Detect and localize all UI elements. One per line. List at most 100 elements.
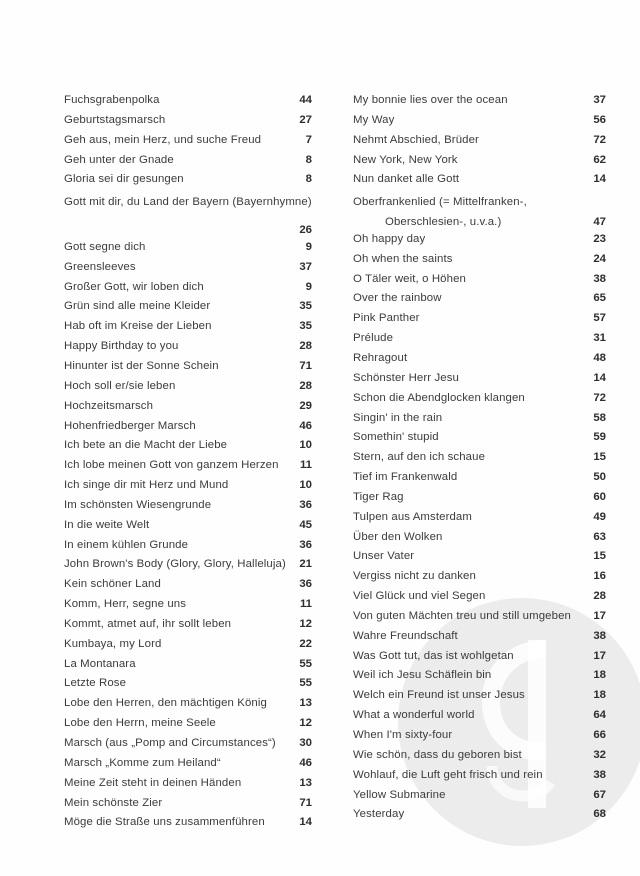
index-entry[interactable]: Hoch soll er/sie leben 28 (64, 380, 312, 400)
index-entry[interactable]: My bonnie lies over the ocean 37 (353, 94, 606, 114)
index-entry[interactable]: Yesterday 68 (353, 808, 606, 828)
entry-page-number: 38 (593, 272, 606, 285)
index-entry[interactable]: My Way 56 (353, 114, 606, 134)
index-entry[interactable]: Wohlauf, die Luft geht frisch und rein 38 (353, 769, 606, 789)
index-entry[interactable]: Unser Vater 15 (353, 550, 606, 570)
index-entry[interactable]: Weil ich Jesu Schäflein bin 18 (353, 669, 606, 689)
entry-title: Oberfrankenlied (= Mittelfranken-, (353, 196, 527, 209)
index-entry[interactable]: Viel Glück und viel Segen 28 (353, 590, 606, 610)
entry-page-number: 36 (299, 498, 312, 511)
index-column-left: Fuchsgrabenpolka 44 Geburtstagsmarsch 27 Geh… (64, 94, 312, 836)
index-entry[interactable]: Geburtstagsmarsch 27 (64, 114, 312, 134)
entry-title: In einem kühlen Grunde (64, 538, 189, 551)
index-entry[interactable]: La Montanara 55 (64, 658, 312, 678)
index-entry[interactable]: Tief im Frankenwald 50 (353, 471, 606, 491)
entry-title: Gott segne dich (64, 240, 146, 253)
index-entry[interactable]: Oh when the saints 24 (353, 253, 606, 273)
index-entry[interactable]: Schönster Herr Jesu 14 (353, 372, 606, 392)
index-entry[interactable]: Über den Wolken 63 (353, 531, 606, 551)
index-entry[interactable]: Möge die Straße uns zusammenführen 14 (64, 816, 312, 836)
index-entry[interactable]: Nun danket alle Gott 14 (353, 173, 606, 193)
entry-page-number: 38 (593, 629, 606, 642)
index-entry[interactable]: Oh happy day 23 (353, 233, 606, 253)
entry-title: Yesterday (353, 808, 405, 821)
entry-page-number: 9 (305, 240, 312, 253)
index-entry[interactable]: Von guten Mächten treu und still umgeben… (353, 610, 606, 630)
index-entry[interactable]: Rehragout 48 (353, 352, 606, 372)
index-entry[interactable]: Wie schön, dass du geboren bist 32 (353, 749, 606, 769)
index-entry[interactable]: Hinunter ist der Sonne Schein 71 (64, 360, 312, 380)
index-entry[interactable]: Tulpen aus Amsterdam 49 (353, 511, 606, 531)
index-entry[interactable]: Happy Birthday to you 28 (64, 340, 312, 360)
entry-page-number: 67 (593, 788, 606, 801)
index-entry[interactable]: Nehmt Abschied, Brüder 72 (353, 134, 606, 154)
index-entry[interactable]: When I'm sixty-four 66 (353, 729, 606, 749)
index-entry[interactable]: Somethin' stupid 59 (353, 431, 606, 451)
index-entry[interactable]: Komm, Herr, segne uns 11 (64, 598, 312, 618)
index-entry[interactable]: Wahre Freundschaft 38 (353, 630, 606, 650)
index-entry[interactable]: Greensleeves 37 (64, 261, 312, 281)
index-entry[interactable]: Gott mit dir, du Land der Bayern (Bayern… (64, 193, 312, 236)
entry-title: Letzte Rose (64, 677, 127, 690)
index-entry[interactable]: Geh unter der Gnade 8 (64, 154, 312, 174)
index-entry[interactable]: Kumbaya, my Lord 22 (64, 638, 312, 658)
index-entry[interactable]: John Brown's Body (Glory, Glory, Hallelu… (64, 558, 312, 578)
index-entry[interactable]: In die weite Welt 45 (64, 519, 312, 539)
entry-title: My bonnie lies over the ocean (353, 94, 508, 106)
entry-page-number: 35 (299, 320, 312, 333)
entry-page-number: 11 (299, 598, 312, 611)
index-entry[interactable]: Fuchsgrabenpolka 44 (64, 94, 312, 114)
index-entry[interactable]: Gloria sei dir gesungen 8 (64, 173, 312, 193)
index-entry[interactable]: Welch ein Freund ist unser Jesus 18 (353, 689, 606, 709)
entry-title: Wie schön, dass du geboren bist (353, 748, 522, 761)
index-entry[interactable]: Schon die Abendglocken klangen 72 (353, 392, 606, 412)
entry-page-number: 30 (299, 737, 312, 749)
entry-title: In die weite Welt (64, 518, 150, 531)
index-entry[interactable]: Marsch „Komme zum Heiland“ 46 (64, 757, 312, 777)
index-entry[interactable]: Pink Panther 57 (353, 312, 606, 332)
index-entry[interactable]: What a wonderful world 64 (353, 709, 606, 729)
entry-title: Großer Gott, wir loben dich (64, 280, 204, 293)
index-entry[interactable]: Ich lobe meinen Gott von ganzem Herzen 11 (64, 459, 312, 479)
entry-title: Happy Birthday to you (64, 340, 179, 353)
index-entry[interactable]: Großer Gott, wir loben dich 9 (64, 281, 312, 301)
index-entry[interactable]: Prélude 31 (353, 332, 606, 352)
index-entry[interactable]: In einem kühlen Grunde 36 (64, 539, 312, 559)
entry-page-number: 60 (593, 490, 606, 503)
index-entry[interactable]: Grün sind alle meine Kleider 35 (64, 300, 312, 320)
index-entry[interactable]: Marsch (aus „Pomp and Circumstances“) 30 (64, 737, 312, 757)
index-entry[interactable]: Was Gott tut, das ist wohlgetan 17 (353, 650, 606, 670)
index-entry[interactable]: Vergiss nicht zu danken 16 (353, 570, 606, 590)
entry-title: Komm, Herr, segne uns (64, 598, 187, 611)
index-entry[interactable]: Lobe den Herrn, meine Seele 12 (64, 717, 312, 737)
index-entry[interactable]: New York, New York 62 (353, 154, 606, 174)
index-entry[interactable]: Singin' in the rain 58 (353, 412, 606, 432)
entry-title: Mein schönste Zier (64, 796, 163, 809)
index-entry[interactable]: Hohenfriedberger Marsch 46 (64, 420, 312, 440)
entry-page-number: 71 (299, 796, 312, 809)
index-entry[interactable]: Hab oft im Kreise der Lieben 35 (64, 320, 312, 340)
index-entry[interactable]: Lobe den Herren, den mächtigen König 13 (64, 697, 312, 717)
entry-title: Wohlauf, die Luft geht frisch und rein (353, 768, 543, 781)
index-entry[interactable]: Yellow Submarine 67 (353, 789, 606, 809)
index-entry[interactable]: Kein schöner Land 36 (64, 578, 312, 598)
index-entry[interactable]: Meine Zeit steht in deinen Händen 13 (64, 777, 312, 797)
index-entry[interactable]: Im schönsten Wiesengrunde 36 (64, 499, 312, 519)
index-entry[interactable]: Mein schönste Zier 71 (64, 797, 312, 817)
entry-title: Hohenfriedberger Marsch (64, 419, 196, 432)
entry-page-number: 8 (305, 153, 312, 166)
entry-title: Hab oft im Kreise der Lieben (64, 320, 212, 333)
index-entry[interactable]: Letzte Rose 55 (64, 677, 312, 697)
index-entry[interactable]: Tiger Rag 60 (353, 491, 606, 511)
index-entry[interactable]: Ich singe dir mit Herz und Mund 10 (64, 479, 312, 499)
index-entry[interactable]: Stern, auf den ich schaue 15 (353, 451, 606, 471)
index-entry[interactable]: Oberfrankenlied (= Mittelfranken-, Obersc… (353, 193, 606, 233)
index-entry[interactable]: Hochzeitsmarsch 29 (64, 400, 312, 420)
index-entry[interactable]: Geh aus, mein Herz, und suche Freud 7 (64, 134, 312, 154)
index-entry[interactable]: Kommt, atmet auf, ihr sollt leben 12 (64, 618, 312, 638)
index-entry[interactable]: Gott segne dich 9 (64, 241, 312, 261)
index-entry[interactable]: Over the rainbow 65 (353, 292, 606, 312)
entry-page-number: 36 (299, 578, 312, 591)
index-entry[interactable]: Ich bete an die Macht der Liebe 10 (64, 439, 312, 459)
index-entry[interactable]: O Täler weit, o Höhen 38 (353, 273, 606, 293)
